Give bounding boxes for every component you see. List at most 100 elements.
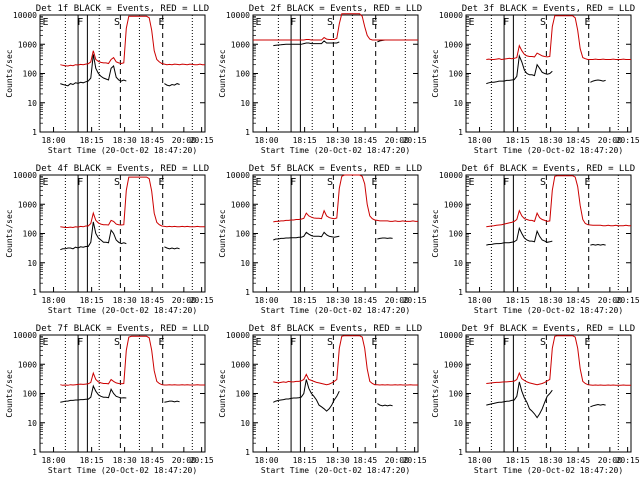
y-axis-label: Counts/sec — [218, 369, 227, 417]
x-axis-label: Start Time (20-Oct-02 18:47:20) — [474, 306, 623, 315]
y-axis-label: Counts/sec — [431, 369, 440, 417]
panel-title: Det 2f BLACK = Events, RED = LLD — [249, 4, 422, 14]
x-tick-label: 20:15 — [190, 136, 214, 145]
x-tick-label: 18:15 — [80, 296, 104, 305]
x-tick-label: 18:00 — [254, 456, 278, 465]
events-line — [590, 243, 606, 246]
x-tick-label: 18:15 — [80, 456, 104, 465]
interval-marker: F — [503, 17, 509, 28]
detector-panel: Det 9f BLACK = Events, RED = LLD 1 10 100 10… — [431, 324, 640, 475]
x-tick-label: 20:15 — [403, 136, 427, 145]
events-line — [590, 79, 606, 83]
x-tick-label: 18:00 — [254, 136, 278, 145]
y-tick-label: 1 — [32, 448, 37, 457]
y-tick-label: 10 — [453, 99, 463, 108]
x-tick-label: 18:30 — [326, 296, 350, 305]
y-tick-label: 1 — [458, 288, 463, 297]
events-line — [377, 237, 393, 240]
interval-marker: E — [469, 337, 475, 348]
x-tick-label: 20:15 — [616, 136, 640, 145]
axes-box — [465, 334, 632, 453]
y-tick-label: 10 — [453, 419, 463, 428]
interval-marker: E — [43, 177, 49, 188]
detector-panel: Det 1f BLACK = Events, RED = LLD 1 10 100 10… — [5, 4, 214, 155]
y-tick-label: 10000 — [226, 11, 250, 20]
detector-panel: Det 6f BLACK = Events, RED = LLD 1 10 100 10… — [431, 164, 640, 315]
x-tick-label: 20:00 — [172, 136, 196, 145]
events-line — [590, 403, 606, 408]
axes-box — [252, 174, 419, 293]
x-tick-label: 18:15 — [506, 296, 530, 305]
events-line — [60, 54, 127, 87]
detector-panel: Det 4f BLACK = Events, RED = LLD 1 10 100 10… — [5, 164, 214, 315]
y-tick-label: 100 — [23, 390, 38, 399]
x-tick-label: 18:45 — [566, 296, 590, 305]
lld-line — [253, 13, 418, 41]
y-tick-label: 1000 — [444, 40, 463, 49]
x-tick-label: 20:15 — [190, 456, 214, 465]
interval-marker: E — [256, 177, 262, 188]
x-tick-label: 18:15 — [506, 456, 530, 465]
y-tick-label: 1 — [245, 128, 250, 137]
x-tick-label: 20:00 — [385, 296, 409, 305]
x-tick-label: 18:15 — [293, 136, 317, 145]
y-tick-label: 10 — [240, 259, 250, 268]
y-tick-label: 1 — [245, 288, 250, 297]
interval-marker: E — [43, 17, 49, 28]
interval-marker: F — [290, 177, 296, 188]
interval-marker: E — [469, 177, 475, 188]
axes-box — [39, 334, 206, 453]
y-tick-label: 100 — [23, 230, 38, 239]
x-tick-label: 20:15 — [403, 456, 427, 465]
y-tick-label: 1 — [245, 448, 250, 457]
interval-marker: S — [114, 17, 120, 28]
x-axis-label: Start Time (20-Oct-02 18:47:20) — [48, 306, 197, 315]
panel-title: Det 1f BLACK = Events, RED = LLD — [36, 4, 209, 14]
x-axis-label: Start Time (20-Oct-02 18:47:20) — [48, 146, 197, 155]
axes-box — [465, 174, 632, 293]
events-line — [273, 379, 340, 412]
interval-marker: F — [503, 177, 509, 188]
x-axis-label: Start Time (20-Oct-02 18:47:20) — [261, 306, 410, 315]
y-axis-label: Counts/sec — [218, 209, 227, 257]
x-tick-label: 20:15 — [403, 296, 427, 305]
y-tick-label: 100 — [236, 70, 251, 79]
x-tick-label: 20:00 — [598, 296, 622, 305]
x-tick-label: 18:45 — [140, 456, 164, 465]
y-tick-label: 10 — [27, 99, 37, 108]
detector-panel: Det 5f BLACK = Events, RED = LLD 1 10 100 10… — [218, 164, 427, 315]
lld-line — [60, 335, 205, 386]
x-tick-label: 20:00 — [385, 456, 409, 465]
x-axis-label: Start Time (20-Oct-02 18:47:20) — [261, 466, 410, 475]
panel-title: Det 5f BLACK = Events, RED = LLD — [249, 164, 422, 174]
axes-box — [252, 334, 419, 453]
panel-title: Det 9f BLACK = Events, RED = LLD — [462, 324, 635, 334]
axes-box — [252, 14, 419, 133]
lld-line — [486, 15, 631, 61]
interval-marker: E — [371, 177, 377, 188]
y-axis-label: Counts/sec — [5, 369, 14, 417]
x-tick-label: 18:30 — [113, 136, 137, 145]
interval-marker: E — [584, 17, 590, 28]
interval-marker: S — [327, 177, 333, 188]
interval-marker: E — [584, 177, 590, 188]
y-tick-label: 1000 — [231, 40, 250, 49]
detector-panel: Det 8f BLACK = Events, RED = LLD 1 10 100 10… — [218, 324, 427, 475]
interval-marker: E — [158, 17, 164, 28]
y-tick-label: 10000 — [13, 331, 37, 340]
axes-box — [39, 174, 206, 293]
x-tick-label: 20:00 — [598, 456, 622, 465]
events-line — [273, 231, 340, 241]
x-tick-label: 18:45 — [353, 456, 377, 465]
y-tick-label: 1 — [32, 128, 37, 137]
interval-marker: F — [77, 17, 83, 28]
interval-marker: E — [158, 337, 164, 348]
events-line — [60, 221, 127, 251]
interval-marker: S — [327, 337, 333, 348]
y-tick-label: 10000 — [439, 11, 463, 20]
x-tick-label: 20:00 — [598, 136, 622, 145]
y-tick-label: 10000 — [13, 11, 37, 20]
interval-marker: S — [540, 17, 546, 28]
y-tick-label: 100 — [23, 70, 38, 79]
y-tick-label: 1 — [458, 128, 463, 137]
